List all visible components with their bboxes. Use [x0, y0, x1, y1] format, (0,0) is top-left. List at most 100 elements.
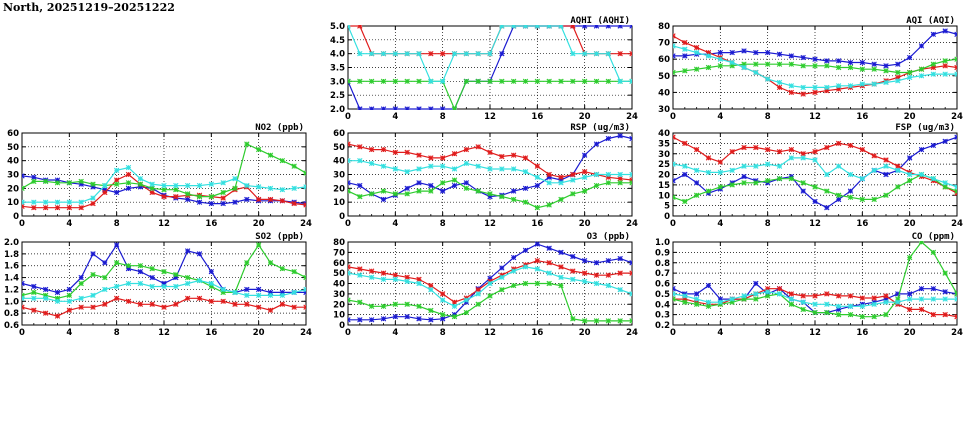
y-tick-label: 20: [7, 184, 19, 194]
data-point: [161, 187, 167, 193]
y-tick-label: 10: [333, 311, 345, 321]
y-tick-label: 0: [339, 321, 345, 331]
y-tick-label: 0: [339, 212, 345, 222]
y-tick-label: 30: [7, 171, 19, 181]
data-point: [693, 66, 700, 72]
data-point: [534, 241, 541, 247]
chart-panel-rsp: 0 4 8 12 16 20 24 0 10 20 30 40 50 60 RSP (ug/m3): [333, 123, 638, 229]
data-point: [66, 307, 73, 313]
panel-title: CO (ppm): [912, 232, 955, 242]
data-point: [673, 69, 676, 76]
data-point: [31, 199, 37, 205]
data-point: [800, 91, 806, 97]
data-point: [368, 317, 375, 323]
x-tick-label: 4: [392, 328, 398, 338]
data-point: [66, 180, 73, 186]
data-point: [534, 257, 541, 264]
x-tick-label: 12: [809, 328, 821, 338]
data-point: [31, 295, 37, 302]
data-point: [279, 157, 286, 164]
data-point: [404, 191, 410, 197]
data-point: [208, 181, 215, 187]
data-point: [847, 171, 854, 178]
data-point: [581, 278, 588, 285]
y-tick-label: 1.8: [4, 250, 19, 260]
series-red: [22, 295, 306, 319]
data-point: [705, 169, 712, 176]
data-point: [824, 188, 830, 194]
data-point: [404, 314, 410, 320]
data-point: [291, 268, 297, 275]
data-point: [439, 291, 446, 297]
data-point: [244, 301, 250, 307]
panel-title: NO2 (ppb): [255, 123, 304, 133]
data-point: [847, 194, 854, 201]
data-point: [617, 133, 623, 139]
data-point: [673, 194, 676, 201]
data-point: [451, 182, 458, 189]
data-point: [208, 280, 215, 287]
data-point: [764, 61, 771, 67]
data-point: [113, 177, 120, 183]
series-green: [348, 177, 632, 211]
data-point: [487, 78, 493, 85]
data-point: [522, 185, 529, 192]
data-point: [788, 53, 795, 59]
data-point: [812, 301, 818, 307]
data-point: [499, 287, 505, 293]
data-point: [428, 78, 434, 85]
x-tick-label: 20: [904, 112, 916, 122]
x-tick-label: 12: [484, 328, 496, 338]
data-point: [392, 272, 399, 278]
data-point: [906, 254, 913, 261]
data-point: [137, 301, 144, 307]
data-point: [788, 146, 795, 153]
x-tick-label: 12: [484, 112, 496, 122]
data-point: [66, 292, 73, 299]
data-point: [368, 268, 375, 274]
data-point: [392, 166, 399, 172]
data-point: [800, 180, 806, 186]
y-tick-label: 30: [333, 171, 345, 181]
data-point: [906, 69, 913, 76]
data-point: [835, 311, 842, 318]
data-point: [605, 282, 612, 289]
data-point: [78, 280, 84, 287]
y-tick-label: 60: [7, 129, 19, 139]
data-point: [463, 50, 470, 57]
data-point: [428, 155, 434, 161]
data-point: [942, 71, 948, 77]
data-point: [629, 318, 632, 324]
data-point: [303, 184, 306, 190]
data-point: [113, 295, 120, 302]
data-point: [78, 205, 84, 211]
data-point: [439, 316, 446, 322]
data-point: [883, 79, 889, 86]
data-point: [487, 293, 493, 299]
y-tick-label: 0: [664, 212, 670, 222]
x-tick-label: 8: [114, 328, 120, 338]
series-cyan: [348, 157, 632, 186]
data-point: [895, 167, 901, 174]
data-point: [776, 148, 783, 155]
data-point: [416, 180, 422, 186]
data-point: [291, 185, 297, 192]
data-point: [741, 180, 747, 186]
data-point: [208, 268, 215, 275]
x-tick-label: 8: [765, 112, 771, 122]
y-tick-label: 1.0: [655, 238, 670, 248]
data-point: [404, 301, 410, 307]
y-tick-label: 3.0: [330, 77, 345, 87]
data-point: [66, 298, 73, 304]
data-point: [22, 280, 25, 287]
data-point: [255, 146, 262, 153]
data-point: [605, 25, 612, 29]
data-point: [510, 25, 517, 29]
data-point: [463, 180, 470, 186]
data-point: [244, 196, 250, 203]
x-tick-label: 24: [626, 219, 638, 229]
data-point: [487, 191, 493, 197]
data-point: [279, 292, 286, 299]
data-point: [605, 50, 612, 57]
